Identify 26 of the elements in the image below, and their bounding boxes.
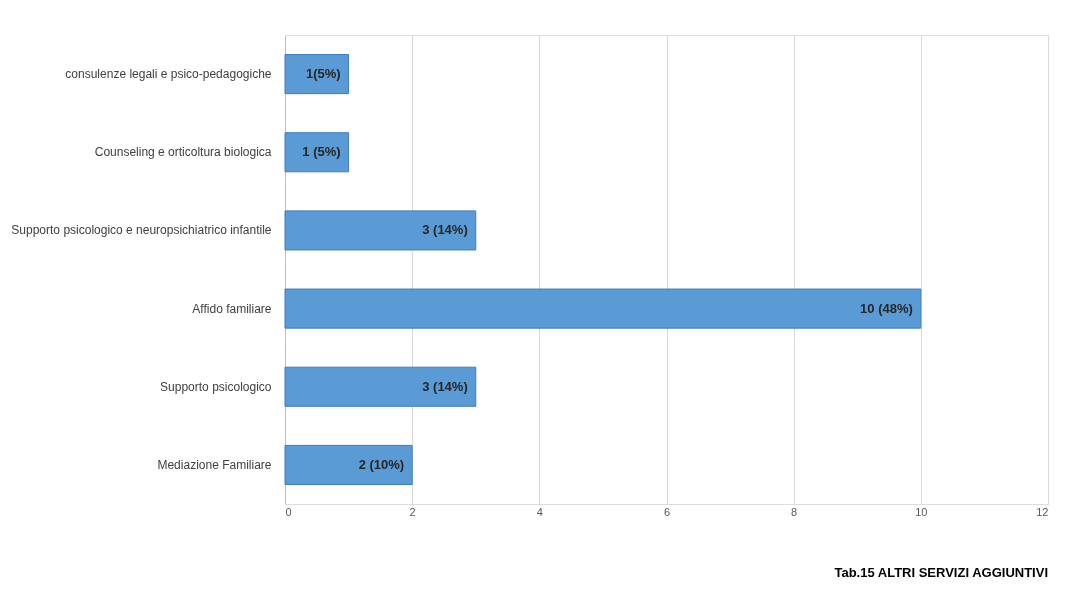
bar — [284, 288, 922, 329]
data-label: 3 (14%) — [422, 222, 468, 238]
x-tick-label: 10 — [915, 505, 928, 518]
x-tick-label: 12 — [1036, 505, 1049, 518]
bar — [284, 54, 350, 95]
y-tick-label: consulenze legali e psico-pedagogiche — [65, 67, 272, 82]
bar — [284, 444, 413, 485]
caption: Tab.15 ALTRI SERVIZI AGGIUNTIVI — [834, 565, 1048, 580]
y-tick-label: Supporto psicologico — [160, 379, 272, 394]
x-tick-label: 0 — [285, 505, 292, 518]
data-label: 1(5%) — [305, 66, 341, 82]
y-tick-label: Affido familiare — [192, 301, 272, 316]
bar — [284, 366, 477, 407]
data-label: 10 (48%) — [860, 300, 913, 316]
y-tick-label: Counseling e orticoltura biologica — [94, 145, 272, 160]
data-label: 1 (5%) — [302, 144, 341, 160]
x-tick-label: 8 — [791, 505, 798, 518]
x-tick-label: 4 — [536, 505, 543, 518]
data-label: 3 (14%) — [422, 378, 468, 394]
x-tick-label: 2 — [409, 505, 416, 518]
y-tick-label: Supporto psicologico e neuropsichiatrico infantile — [11, 223, 272, 238]
bar — [284, 210, 477, 251]
y-tick-label: Mediazione Familiare — [157, 457, 272, 472]
bar — [284, 132, 350, 173]
data-label: 2 (10%) — [358, 456, 405, 472]
x-tick-label: 6 — [663, 505, 671, 518]
